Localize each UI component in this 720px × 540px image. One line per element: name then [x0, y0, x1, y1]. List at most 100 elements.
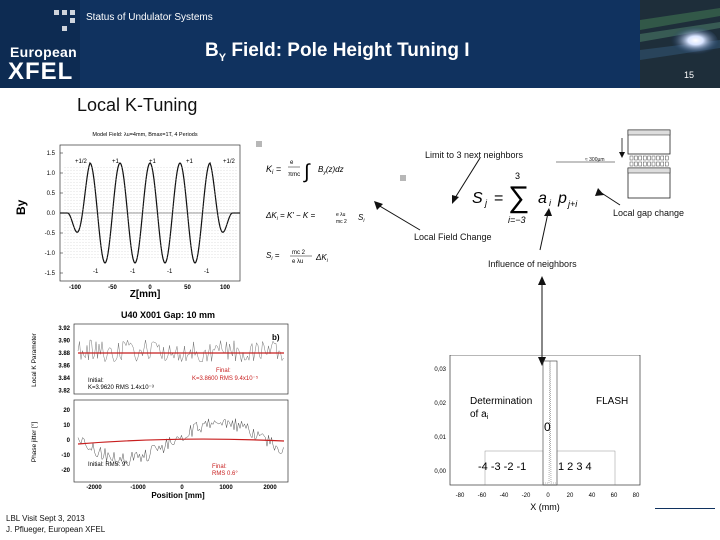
k-formula-integrand: By(z)dz: [318, 165, 344, 176]
field-xlabel: Z[mm]: [130, 289, 161, 300]
flash-xtick-label: 60: [611, 493, 618, 499]
svg-text:mc 2: mc 2: [336, 219, 347, 225]
field-yticks: 1.5 1.0 0.5 0.0 -0.5 -1.0 -1.5: [45, 151, 63, 277]
integral-icon: ∫: [303, 161, 311, 183]
logo-text-xfel: XFEL: [8, 58, 74, 85]
k-ytick-label: 3.84: [58, 376, 70, 382]
phase-plot-xlabel: Position [mm]: [151, 491, 205, 500]
phase-xtick-label: 1000: [219, 485, 233, 491]
sigma-icon: ∑: [508, 181, 529, 214]
phase-ytick-label: 0: [67, 438, 71, 444]
logo-text-european: European: [10, 44, 77, 60]
flash-xtick-label: -20: [522, 493, 531, 499]
field-ytick-label: -0.5: [45, 231, 56, 237]
svg-text:i=−3: i=−3: [508, 215, 526, 225]
pole-label: -1: [204, 269, 210, 275]
field-xtick-label: 100: [220, 285, 231, 291]
k-ytick-label: 3.92: [58, 326, 70, 332]
slide-header: [0, 0, 720, 88]
logo-square-icon: [70, 18, 75, 23]
k-phase-plot: U40 X001 Gap: 10 mm 3.92 3.90 3.88 3.86 3.84…: [30, 310, 289, 500]
field-xticks: -100 -50 0 50 100: [69, 285, 231, 291]
svg-text:K=3.8600 RMS 9.4x10⁻⁵: K=3.8600 RMS 9.4x10⁻⁵: [192, 375, 259, 382]
svg-text:Initial: RMS: 9°: Initial: RMS: 9°: [88, 462, 128, 468]
flash-ytick-label: 0,00: [434, 469, 446, 475]
logo: [0, 0, 80, 88]
footer-divider: [655, 508, 715, 509]
svg-text:a: a: [538, 190, 547, 207]
phase-xtick-label: -1000: [130, 485, 146, 491]
logo-square-icon: [62, 26, 67, 31]
k-plot-ylabel: Local K Parameter: [31, 332, 38, 387]
svg-text:i: i: [549, 198, 552, 208]
k-ytick-label: 3.90: [58, 339, 70, 345]
flash-xtick-label: 40: [589, 493, 596, 499]
k-formula-den: πmc: [288, 172, 300, 178]
center-label: 0: [544, 420, 551, 434]
panel-label: b): [272, 333, 280, 342]
svg-text:e λu: e λu: [292, 259, 303, 265]
svg-text:3: 3: [515, 171, 520, 181]
svg-text:j+i: j+i: [567, 199, 578, 209]
logo-square-icon: [62, 10, 67, 15]
field-ytick-label: -1.5: [45, 271, 56, 277]
delta-k-frac: e λu: [336, 212, 346, 218]
field-xtick-label: -50: [108, 285, 117, 291]
flash-xtick-label: 20: [567, 493, 574, 499]
k-ytick-label: 3.82: [58, 389, 70, 395]
local-field-change-label: Local Field Change: [414, 232, 492, 242]
determination-line2: of ai: [470, 409, 489, 421]
field-xtick-label: 50: [184, 285, 191, 291]
pole-label: -1: [93, 269, 99, 275]
phase-xtick-label: 2000: [263, 485, 277, 491]
footer-event: LBL Visit Sept 3, 2013: [6, 514, 85, 523]
positive-indices: 1 2 3 4: [558, 461, 592, 473]
flash-xlabel: X (mm): [530, 502, 560, 512]
flash-xtick-label: -40: [500, 493, 509, 499]
field-ylabel: By: [15, 199, 28, 215]
delta-k-formula: ΔKi = K' − K =: [265, 211, 315, 222]
svg-text:=: =: [494, 190, 503, 207]
pole-label: +1/2: [75, 159, 88, 165]
phase-final-curve: [77, 438, 285, 445]
field-plot-title: Model Field: λu=4mm, Bmax=1T, 4 Periods: [92, 132, 197, 138]
phase-plot-ylabel: Phase jitter [°]: [30, 422, 38, 463]
bullet-icon: [400, 175, 406, 181]
phase-ytick-label: -20: [61, 468, 70, 474]
local-gap-change-label: Local gap change: [613, 208, 685, 218]
negative-indices: -4 -3 -2 -1: [478, 461, 526, 473]
k-plot-title: U40 X001 Gap: 10 mm: [121, 310, 215, 320]
flash-label: FLASH: [596, 396, 628, 407]
s-formula: Si =: [266, 251, 280, 262]
magnet-diagram: [619, 129, 671, 199]
field-ytick-label: 1.0: [47, 171, 56, 177]
svg-text:mc 2: mc 2: [292, 250, 306, 256]
phase-xtick-label: -2000: [86, 485, 102, 491]
k-ytick-label: 3.88: [58, 351, 70, 357]
phase-initial-curve: [77, 418, 285, 467]
logo-square-icon: [54, 10, 59, 15]
footer-author: J. Pflueger, European XFEL: [6, 525, 106, 534]
svg-text:j: j: [484, 198, 488, 208]
field-ytick-label: 0.5: [47, 191, 56, 197]
header-photo: [640, 0, 720, 88]
title-b: B: [205, 40, 219, 61]
pole-label: +1: [149, 159, 157, 165]
flash-ytick-label: 0,01: [434, 435, 446, 441]
pole-label: +1/2: [223, 159, 236, 165]
pole-label: -1: [167, 269, 173, 275]
k-plot-frame: [73, 323, 289, 395]
influence-label: Influence of neighbors: [488, 259, 577, 269]
sum-formula: S j = 3 ∑ i=−3 a i p j+i: [472, 171, 578, 225]
flash-xtick-label: 80: [633, 493, 640, 499]
limit-text: Limit to 3 next neighbors: [425, 150, 524, 160]
flash-ytick-label: 0,03: [434, 367, 446, 373]
svg-text:S: S: [472, 190, 483, 207]
svg-text:Final:: Final:: [216, 368, 231, 374]
field-ytick-label: 0.0: [47, 211, 56, 217]
svg-text:p: p: [557, 190, 567, 207]
page-number: 15: [684, 70, 695, 80]
pole-label: -1: [130, 269, 136, 275]
svg-text:ΔKi: ΔKi: [315, 253, 329, 264]
